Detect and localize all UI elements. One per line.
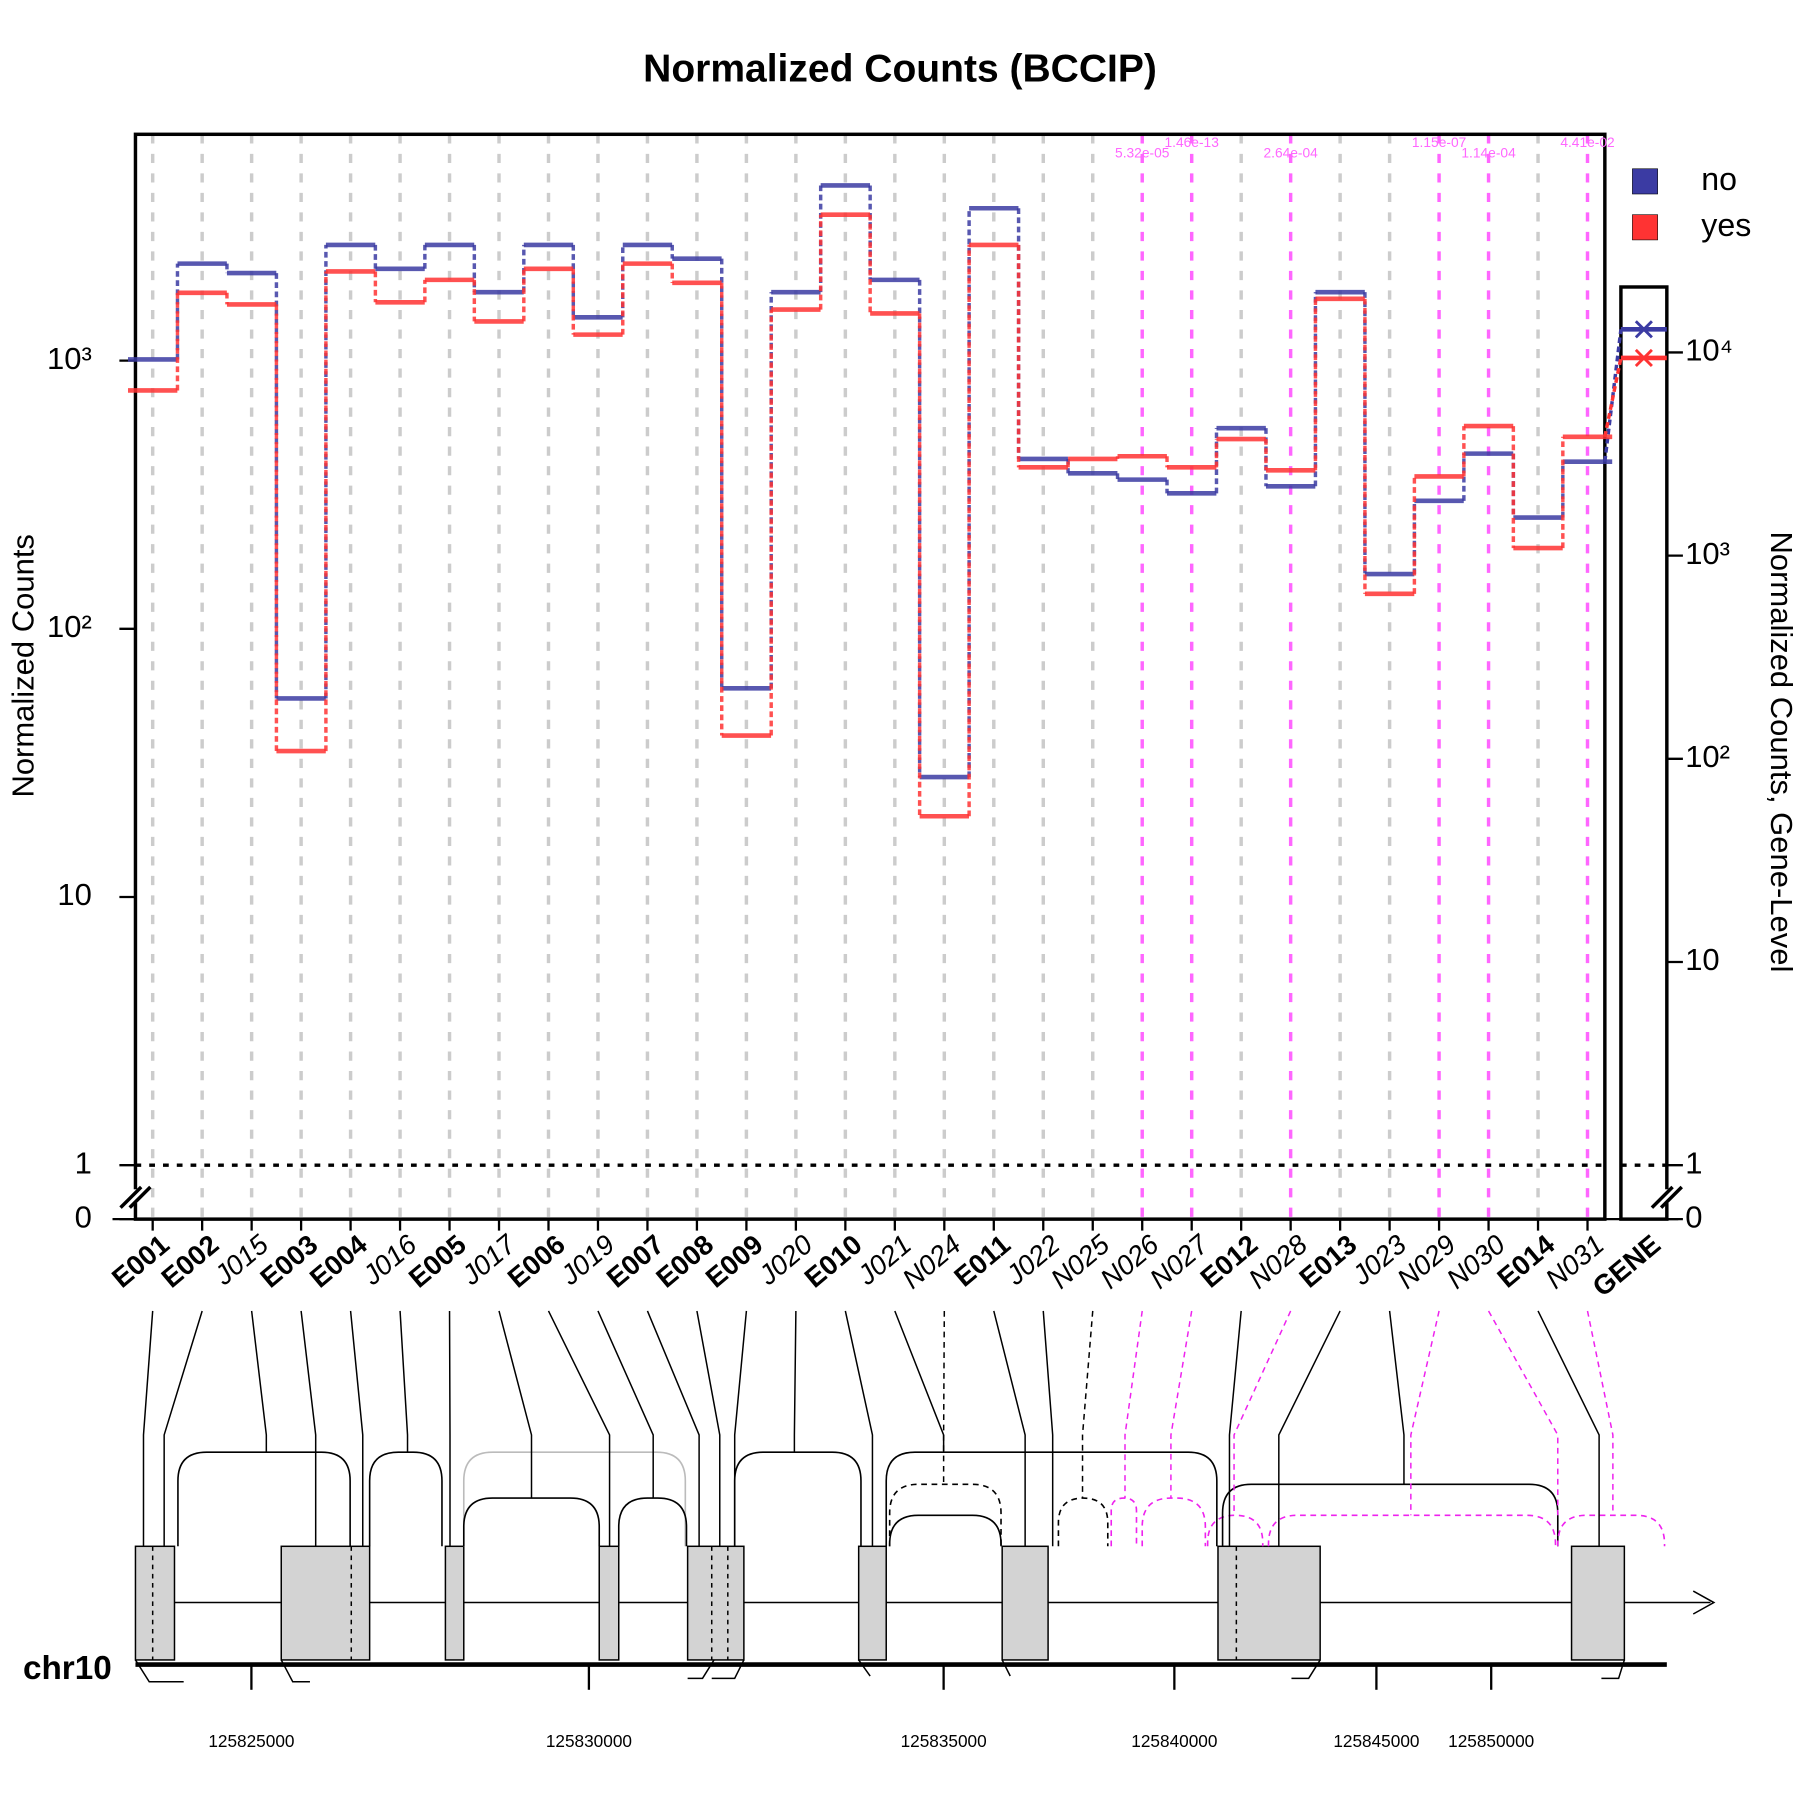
chromosome-tick-label: 125845000 <box>1333 1731 1419 1751</box>
y-axis-title: Normalized Counts <box>5 534 40 797</box>
gene-frame <box>1621 287 1667 1219</box>
connector <box>647 1311 699 1546</box>
exon <box>281 1546 369 1660</box>
junction-arc <box>1208 1515 1263 1546</box>
y2-tick-label: 10⁴ <box>1685 333 1733 368</box>
exon <box>1218 1546 1320 1660</box>
junction-arc <box>1111 1498 1136 1546</box>
junction-arc <box>886 1452 1217 1546</box>
y2-tick-label: 10 <box>1685 942 1719 977</box>
exon <box>1002 1546 1048 1660</box>
connector <box>697 1311 720 1546</box>
y2-axis-title: Normalized Counts, Gene-Level <box>1764 531 1799 972</box>
chart-title: Normalized Counts (BCCIP) <box>643 47 1157 90</box>
junction-arc <box>1558 1515 1665 1546</box>
connector <box>598 1311 653 1498</box>
pvalue-label: 2.64e-04 <box>1263 145 1318 160</box>
junction-arc <box>464 1452 686 1546</box>
connector <box>994 1311 1025 1546</box>
y-tick-label: 1 <box>75 1145 92 1180</box>
junction-arc <box>1058 1498 1107 1546</box>
connector <box>1279 1311 1340 1546</box>
legend-label: yes <box>1701 207 1751 243</box>
connector <box>845 1311 872 1546</box>
plot-frame <box>135 134 1604 1219</box>
chromosome-tick-label: 125840000 <box>1131 1731 1217 1751</box>
connector <box>1125 1311 1142 1498</box>
exon <box>1572 1546 1625 1660</box>
junction-arc <box>370 1452 442 1546</box>
pvalue-label: 1.14e-04 <box>1461 145 1516 160</box>
connector <box>944 1311 945 1484</box>
junction-arc <box>890 1515 1001 1546</box>
pvalue-label: 1.46e-13 <box>1165 135 1220 150</box>
y-tick-label: 10² <box>47 609 92 644</box>
exon <box>599 1546 619 1660</box>
connector <box>164 1311 202 1546</box>
chromosome-tick-label: 125835000 <box>901 1731 987 1751</box>
connector <box>735 1311 747 1546</box>
junction-arc <box>735 1452 861 1546</box>
y-tick-label: 10 <box>57 877 91 912</box>
junction-arcs <box>178 1452 1665 1546</box>
pvalue-label: 1.15e-07 <box>1412 135 1466 150</box>
junction-arc <box>464 1498 599 1546</box>
y2-tick-label: 0 <box>1685 1199 1702 1234</box>
junction-arc <box>619 1498 687 1546</box>
connector <box>1538 1311 1599 1546</box>
label-connectors <box>143 1311 1612 1546</box>
connector <box>1229 1311 1241 1546</box>
connector <box>351 1311 363 1546</box>
exon <box>859 1546 887 1660</box>
connector <box>1390 1311 1404 1484</box>
pvalue-label: 5.32e-05 <box>1115 145 1170 160</box>
gene-connector <box>1605 358 1621 437</box>
connector <box>400 1311 407 1452</box>
connector <box>1171 1311 1192 1498</box>
connector <box>794 1311 795 1452</box>
y2-tick-label: 10³ <box>1685 536 1730 571</box>
junction-arc <box>178 1452 350 1546</box>
connector <box>1043 1311 1052 1546</box>
junction-arc <box>1142 1498 1205 1546</box>
connector <box>252 1311 267 1452</box>
connector <box>499 1311 531 1498</box>
connector <box>1083 1311 1093 1498</box>
legend-swatch <box>1632 169 1657 194</box>
connector <box>895 1311 944 1452</box>
chromosome-label: chr10 <box>23 1650 112 1687</box>
y2-tick-label: 1 <box>1685 1145 1702 1180</box>
pvalue-label: 4.41e-02 <box>1560 135 1614 150</box>
legend-swatch <box>1632 215 1657 240</box>
y2-tick-label: 10² <box>1685 739 1730 774</box>
junction-arc <box>1268 1515 1555 1546</box>
y-tick-label: 0 <box>75 1199 92 1234</box>
exon <box>688 1546 744 1660</box>
connector <box>1588 1311 1613 1515</box>
connector <box>143 1311 152 1546</box>
chromosome-tick-label: 125825000 <box>208 1731 294 1751</box>
exon <box>445 1546 463 1660</box>
gene-diagram <box>135 1311 1713 1682</box>
connector <box>301 1311 316 1546</box>
chromosome-tick-label: 125850000 <box>1448 1731 1534 1751</box>
connector <box>548 1311 609 1546</box>
chromosome-tick-label: 125830000 <box>546 1731 632 1751</box>
y-tick-label: 10³ <box>47 341 92 376</box>
exon <box>135 1546 174 1660</box>
legend-label: no <box>1701 161 1737 197</box>
